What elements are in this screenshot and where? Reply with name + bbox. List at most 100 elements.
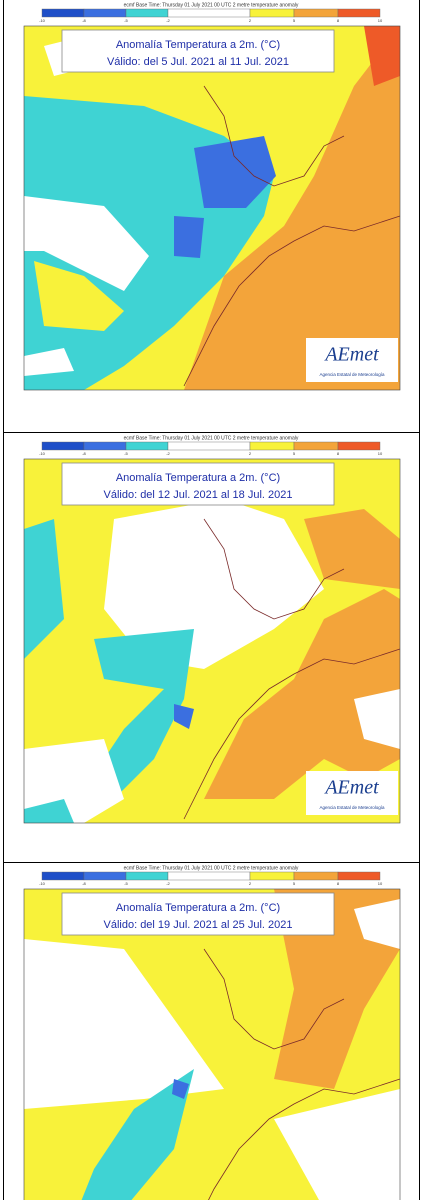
- colorbar-label: -5: [124, 18, 128, 23]
- anomaly-area: [24, 939, 224, 1109]
- colorbar-swatch: [83, 8, 127, 18]
- map-area: [23, 888, 401, 1200]
- colorbar-swatch: [249, 8, 295, 18]
- coastline: [203, 948, 345, 1050]
- colorbar-swatch: [293, 8, 339, 18]
- colorbar-swatch: [337, 441, 381, 451]
- colorbar-swatch: [167, 871, 251, 881]
- colorbar-label: -8: [82, 451, 86, 456]
- anomaly-area: [24, 799, 74, 823]
- title-box: [61, 462, 335, 506]
- map-frame: [23, 458, 401, 824]
- logo-box: [306, 338, 398, 382]
- anomaly-area: [24, 196, 149, 291]
- colorbar-swatch: [83, 871, 127, 881]
- anomaly-area: [174, 216, 204, 258]
- map-panel: ecmf Base Time: Thursday 01 July 2021 00…: [0, 863, 423, 1200]
- title-box: [61, 29, 335, 73]
- table-border: [419, 0, 420, 1200]
- colorbar-label: 10: [378, 881, 383, 886]
- title: Anomalía Temperatura a 2m. (°C): [116, 472, 280, 484]
- colorbar-swatch: [83, 441, 127, 451]
- anomaly-area: [24, 519, 64, 659]
- title: Anomalía Temperatura a 2m. (°C): [116, 39, 280, 51]
- colorbar-swatch: [167, 441, 251, 451]
- colorbar-label: -5: [124, 881, 128, 886]
- table-border: [3, 432, 420, 433]
- colorbar-label: -2: [166, 881, 170, 886]
- map-area: [23, 458, 401, 824]
- agency: Agencia Estatal de Meteorología: [319, 372, 385, 377]
- agency: Agencia Estatal de Meteorología: [319, 805, 385, 810]
- valid-period: Válido: del 5 Jul. 2021 al 11 Jul. 2021: [107, 56, 289, 68]
- anomaly-area: [172, 1079, 189, 1099]
- title-box: [61, 892, 335, 936]
- colorbar-swatch: [41, 8, 85, 18]
- anomaly-area: [104, 499, 324, 669]
- logo-box: [306, 771, 398, 815]
- colorbar-label: 10: [378, 451, 383, 456]
- colorbar-label: 2: [249, 451, 252, 456]
- anomaly-area: [194, 136, 276, 208]
- header: ecmf Base Time: Thursday 01 July 2021 00…: [124, 865, 299, 871]
- colorbar-label: 5: [293, 881, 296, 886]
- logo: AEmet: [323, 777, 379, 799]
- colorbar-swatch: [337, 8, 381, 18]
- logo: AEmet: [323, 344, 379, 366]
- colorbar-label: 10: [378, 18, 383, 23]
- valid-period: Válido: del 12 Jul. 2021 al 18 Jul. 2021: [104, 489, 293, 501]
- colorbar-label: 5: [293, 18, 296, 23]
- anomaly-area: [354, 689, 400, 749]
- anomaly-area: [304, 509, 400, 589]
- colorbar-swatch: [337, 871, 381, 881]
- coastline: [203, 518, 345, 620]
- colorbar-label: -2: [166, 451, 170, 456]
- colorbar-swatch: [41, 871, 85, 881]
- anomaly-area: [184, 26, 400, 390]
- anomaly-area: [204, 589, 400, 799]
- colorbar-swatch: [167, 8, 251, 18]
- map-panel: ecmf Base Time: Thursday 01 July 2021 00…: [0, 433, 423, 862]
- colorbar-swatch: [249, 441, 295, 451]
- anomaly-area: [81, 1069, 194, 1200]
- anomaly-area: [24, 739, 124, 823]
- coastline: [203, 85, 345, 187]
- header: ecmf Base Time: Thursday 01 July 2021 00…: [124, 435, 299, 441]
- colorbar-label: 2: [249, 881, 252, 886]
- table-border: [3, 862, 420, 863]
- colorbar-swatch: [293, 871, 339, 881]
- anomaly-area: [24, 348, 74, 376]
- colorbar-label: -8: [82, 881, 86, 886]
- colorbar-swatch: [125, 871, 169, 881]
- colorbar-label: -5: [124, 451, 128, 456]
- colorbar-swatch: [125, 8, 169, 18]
- anomaly-area: [364, 26, 400, 86]
- table-border: [3, 0, 4, 1200]
- coastline: [183, 648, 401, 820]
- colorbar-label: -2: [166, 18, 170, 23]
- colorbar-label: 5: [293, 451, 296, 456]
- valid-period: Válido: del 19 Jul. 2021 al 25 Jul. 2021: [104, 919, 293, 931]
- colorbar-label: 2: [249, 18, 252, 23]
- map: ecmf Base Time: Thursday 01 July 2021 00…: [23, 865, 401, 1200]
- map: ecmf Base Time: Thursday 01 July 2021 00…: [23, 435, 401, 824]
- colorbar-label: -10: [39, 881, 46, 886]
- header: ecmf Base Time: Thursday 01 July 2021 00…: [124, 2, 299, 8]
- colorbar-label: 8: [337, 451, 340, 456]
- colorbar-label: -8: [82, 18, 86, 23]
- anomaly-area: [274, 1089, 400, 1200]
- colorbar-label: -10: [39, 18, 46, 23]
- colorbar-swatch: [293, 441, 339, 451]
- title: Anomalía Temperatura a 2m. (°C): [116, 902, 280, 914]
- coastline: [208, 1078, 401, 1200]
- map: ecmf Base Time: Thursday 01 July 2021 00…: [23, 2, 401, 391]
- map-frame: [23, 888, 401, 1200]
- anomaly-area: [84, 629, 194, 799]
- colorbar-label: 8: [337, 881, 340, 886]
- map-frame: [23, 25, 401, 391]
- anomaly-area: [34, 261, 124, 331]
- colorbar-swatch: [249, 871, 295, 881]
- anomaly-area: [174, 704, 194, 729]
- map-panel: ecmf Base Time: Thursday 01 July 2021 00…: [0, 0, 423, 432]
